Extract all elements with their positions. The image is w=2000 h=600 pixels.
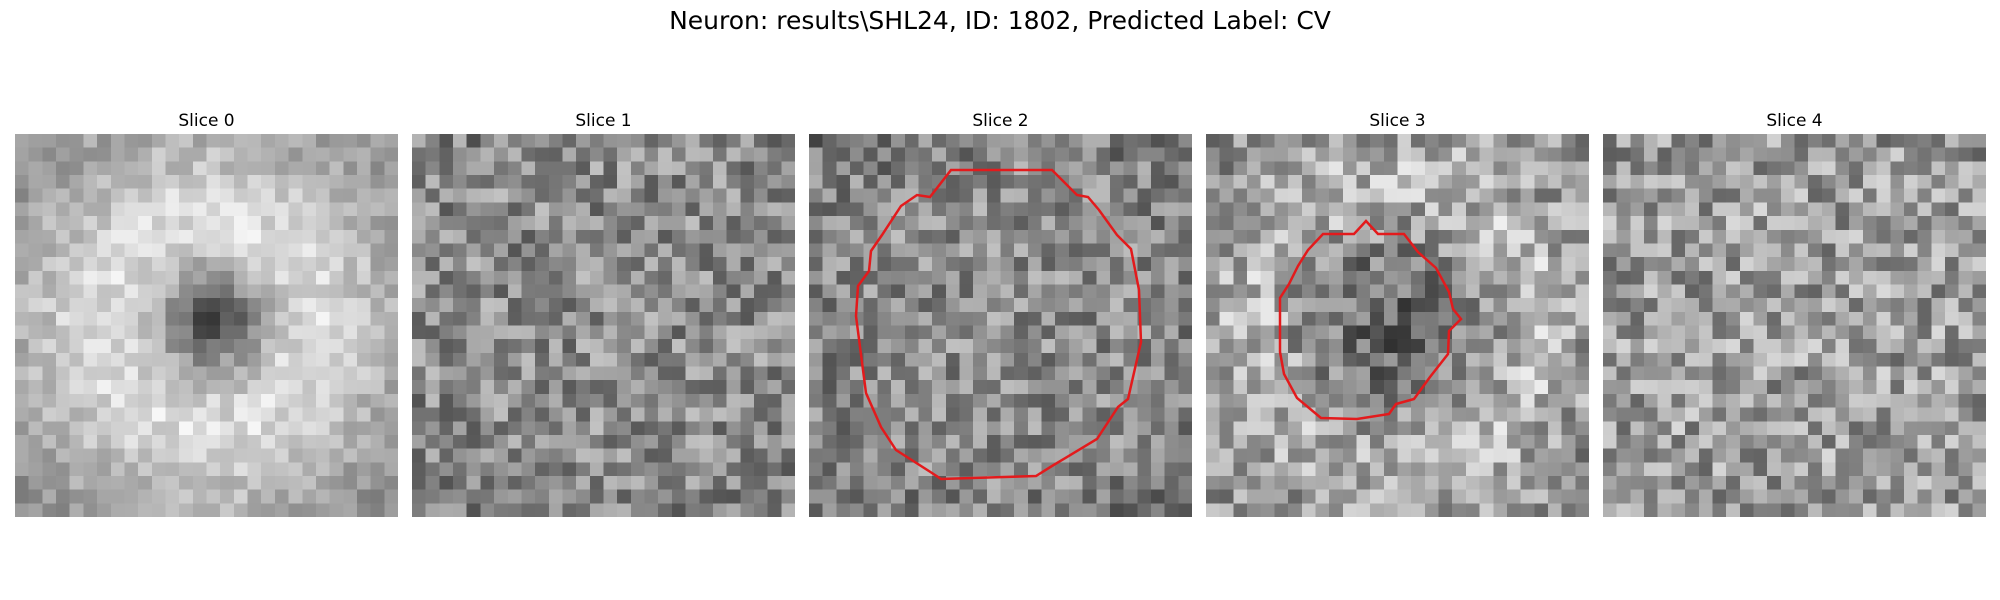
slice-image xyxy=(1603,134,1986,517)
slice-image xyxy=(1206,134,1589,517)
segmentation-contour xyxy=(1278,219,1463,421)
slice-panel-0: Slice 0 xyxy=(15,110,398,517)
slice-image xyxy=(15,134,398,517)
contour-line xyxy=(1278,219,1463,421)
slice-panel-4: Slice 4 xyxy=(1603,110,1986,517)
slice-image xyxy=(809,134,1192,517)
slice-title: Slice 0 xyxy=(178,111,235,131)
slice-title: Slice 3 xyxy=(1369,111,1426,131)
slice-title: Slice 4 xyxy=(1766,111,1823,131)
figure-title: Neuron: results\SHL24, ID: 1802, Predict… xyxy=(669,6,1331,35)
slice-panel-3: Slice 3 xyxy=(1206,110,1589,517)
contour-line xyxy=(854,168,1143,481)
segmentation-contour xyxy=(854,168,1143,481)
slice-panel-2: Slice 2 xyxy=(809,110,1192,517)
slice-title: Slice 1 xyxy=(575,111,632,131)
slice-panel-1: Slice 1 xyxy=(412,110,795,517)
slice-title: Slice 2 xyxy=(972,111,1029,131)
slice-image xyxy=(412,134,795,517)
